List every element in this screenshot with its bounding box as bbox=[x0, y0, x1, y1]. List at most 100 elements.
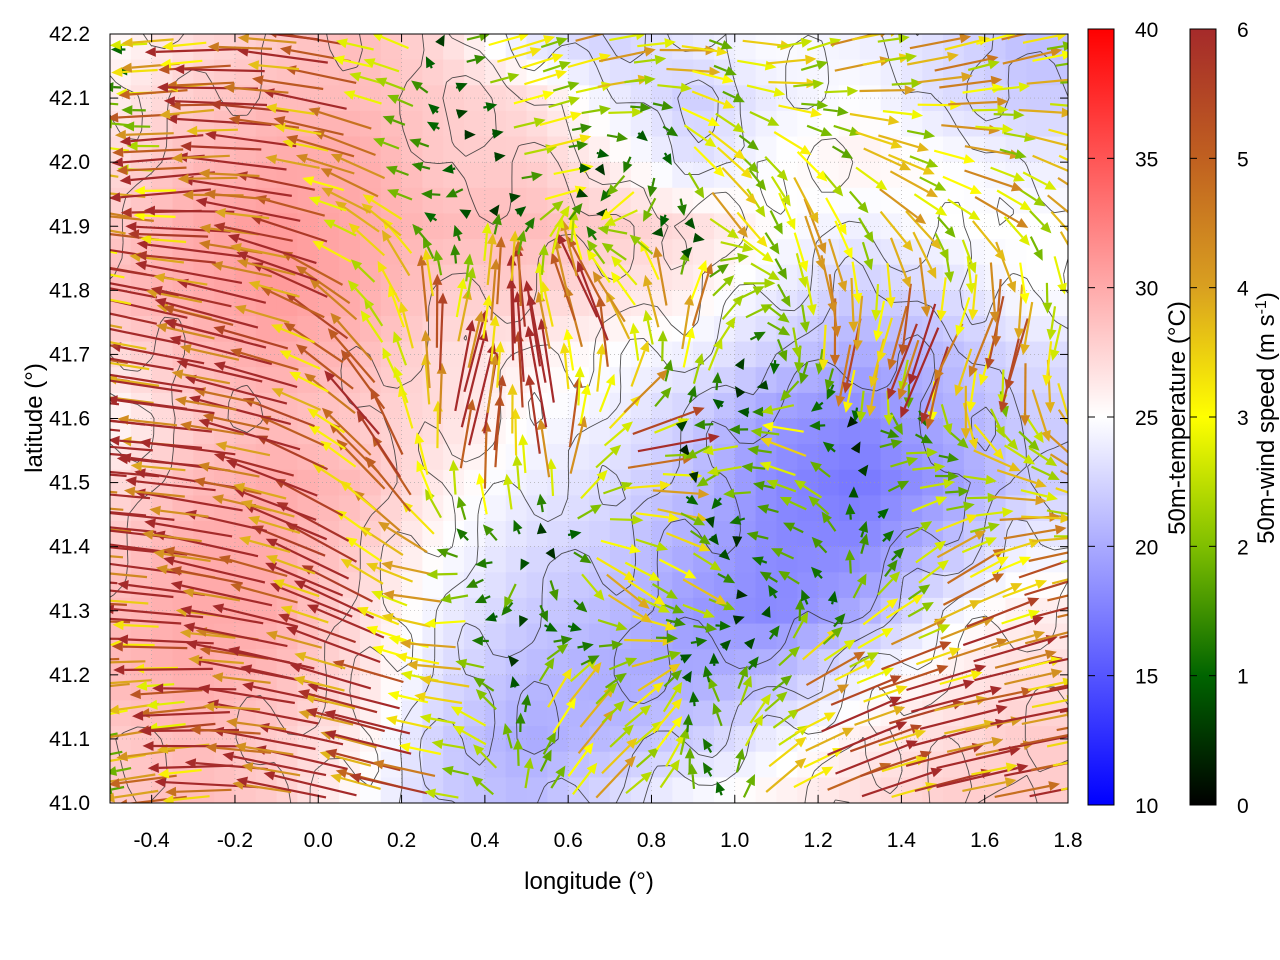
heatmap-cell bbox=[943, 572, 965, 599]
heatmap-cell bbox=[693, 700, 715, 727]
heatmap-cell bbox=[172, 521, 194, 548]
heatmap-cell bbox=[880, 597, 902, 625]
heatmap-cell bbox=[651, 239, 673, 266]
heatmap-cell bbox=[443, 59, 465, 86]
heatmap-cell bbox=[401, 213, 423, 240]
wind-arrow bbox=[110, 637, 120, 640]
heatmap-cell bbox=[714, 469, 736, 496]
heatmap-cell bbox=[526, 674, 548, 701]
heatmap-cell bbox=[838, 597, 861, 625]
heatmap-cell bbox=[484, 700, 507, 727]
heatmap-cell bbox=[922, 110, 944, 138]
heatmap-cell bbox=[505, 546, 528, 573]
y-tick-label: 41.9 bbox=[49, 215, 90, 238]
heatmap-cell bbox=[714, 392, 736, 420]
heatmap-cell bbox=[401, 85, 423, 112]
heatmap-cell bbox=[464, 110, 486, 138]
heatmap-cell bbox=[401, 495, 423, 522]
heatmap-cell bbox=[359, 700, 382, 727]
heatmap-cell bbox=[214, 239, 236, 266]
heatmap-cell bbox=[589, 521, 611, 548]
heatmap-cell bbox=[859, 444, 882, 471]
heatmap-cell bbox=[984, 264, 1007, 291]
heatmap-cell bbox=[859, 34, 882, 61]
heatmap-cell bbox=[255, 290, 278, 317]
y-tick-label: 41.3 bbox=[49, 600, 90, 623]
heatmap-cell bbox=[318, 59, 340, 86]
heatmap-cell bbox=[672, 521, 694, 548]
heatmap-cell bbox=[797, 649, 819, 676]
heatmap-cell bbox=[505, 136, 528, 163]
heatmap-cell bbox=[172, 316, 194, 343]
heatmap-cell bbox=[776, 239, 798, 266]
x-tick-label: 1.2 bbox=[803, 829, 832, 852]
heatmap-cell bbox=[339, 213, 361, 240]
heatmap-cell bbox=[880, 213, 902, 240]
heatmap-cell bbox=[589, 444, 611, 471]
heatmap-cell bbox=[1047, 700, 1068, 727]
heatmap-cell bbox=[526, 444, 548, 471]
heatmap-cell bbox=[589, 367, 611, 394]
heatmap-cell bbox=[526, 700, 548, 727]
heatmap-cell bbox=[714, 444, 736, 471]
heatmap-cell bbox=[1047, 136, 1068, 163]
heatmap-cell bbox=[505, 777, 528, 803]
heatmap-cell bbox=[943, 136, 965, 163]
heatmap-cell bbox=[359, 469, 382, 496]
heatmap-cell bbox=[422, 751, 444, 778]
heatmap-cell bbox=[110, 213, 132, 240]
heatmap-cell bbox=[276, 444, 298, 471]
heatmap-cell bbox=[443, 341, 465, 368]
heatmap-cell bbox=[734, 239, 757, 266]
x-tick-label: 1.8 bbox=[1053, 829, 1082, 852]
heatmap-cell bbox=[380, 392, 403, 420]
heatmap-cell bbox=[901, 59, 923, 86]
x-tick-label: -0.2 bbox=[217, 829, 253, 852]
heatmap-cell bbox=[672, 187, 694, 214]
heatmap-cell bbox=[797, 290, 819, 317]
heatmap-cell bbox=[755, 649, 777, 676]
x-tick-label: -0.4 bbox=[134, 829, 171, 852]
heatmap-cell bbox=[547, 418, 569, 445]
heatmap-cell bbox=[755, 392, 777, 420]
heatmap-cell bbox=[1047, 367, 1068, 394]
heatmap-cell bbox=[630, 213, 653, 240]
heatmap-cell bbox=[1026, 341, 1048, 368]
heatmap-cell bbox=[547, 392, 569, 420]
heatmap-cell bbox=[838, 469, 861, 496]
heatmap-cell bbox=[464, 187, 486, 214]
heatmap-cell bbox=[464, 59, 486, 86]
heatmap-cell bbox=[714, 521, 736, 548]
heatmap-cell bbox=[443, 444, 465, 471]
heatmap-cell bbox=[505, 623, 528, 650]
heatmap-cell bbox=[151, 623, 174, 650]
heatmap-cell bbox=[1026, 213, 1048, 240]
x-tick-label: 1.6 bbox=[970, 829, 999, 852]
heatmap-cell bbox=[734, 367, 757, 394]
heatmap-cell bbox=[734, 59, 757, 86]
heatmap-cell bbox=[359, 110, 382, 138]
heatmap-cell bbox=[943, 597, 965, 625]
heatmap-cell bbox=[693, 85, 715, 112]
heatmap-cell bbox=[838, 59, 861, 86]
heatmap-cell bbox=[630, 290, 653, 317]
heatmap-cell bbox=[943, 187, 965, 214]
heatmap-cell bbox=[443, 521, 465, 548]
heatmap-cell bbox=[651, 187, 673, 214]
colorbar-tick-label: 3 bbox=[1237, 407, 1249, 430]
x-tick-label: 1.0 bbox=[720, 829, 749, 852]
heatmap-cell bbox=[380, 546, 403, 573]
heatmap-cell bbox=[130, 572, 153, 599]
heatmap-cell bbox=[526, 726, 548, 753]
heatmap-cell bbox=[172, 34, 194, 61]
heatmap-cell bbox=[797, 392, 819, 420]
heatmap-cell bbox=[276, 316, 298, 343]
heatmap-cell bbox=[609, 751, 632, 778]
heatmap-cell bbox=[880, 392, 902, 420]
heatmap-cell bbox=[943, 392, 965, 420]
heatmap-cell bbox=[984, 495, 1007, 522]
heatmap-cell bbox=[838, 623, 861, 650]
heatmap-cell bbox=[609, 316, 632, 343]
heatmap-cell bbox=[818, 674, 840, 701]
heatmap-cell bbox=[755, 623, 777, 650]
